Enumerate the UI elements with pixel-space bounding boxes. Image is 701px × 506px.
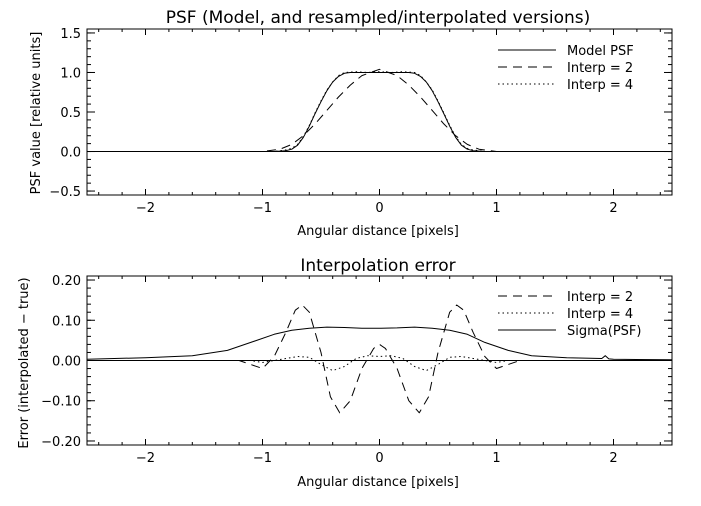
error-ytick-label: 0.00	[52, 355, 81, 370]
psf-ytick-label: −0.5	[49, 185, 81, 200]
error-ytick-label: −0.10	[41, 395, 81, 410]
error-x-axis-label: Angular distance [pixels]	[297, 475, 459, 490]
error-legend-label-1: Interp = 4	[567, 307, 633, 322]
psf-xtick-label: −1	[253, 201, 272, 216]
psf-series-line-1	[87, 68, 672, 152]
error-xtick-label: 1	[492, 451, 500, 466]
psf-y-axis-label: PSF value [relative units]	[29, 32, 44, 195]
error-xtick-label: −1	[253, 451, 272, 466]
error-ytick-label: 0.10	[52, 314, 81, 329]
error-chart-title: Interpolation error	[300, 256, 455, 276]
psf-legend-label-1: Interp = 2	[567, 61, 633, 76]
psf-xtick-label: 0	[375, 201, 383, 216]
psf-chart-title: PSF (Model, and resampled/interpolated v…	[166, 8, 591, 28]
psf-x-axis-label: Angular distance [pixels]	[297, 224, 459, 239]
psf-series-line-2	[87, 71, 672, 152]
psf-ytick-label: 0.0	[60, 146, 81, 161]
error-ytick-label: −0.20	[41, 435, 81, 450]
error-series-line-2	[86, 326, 673, 361]
error-xtick-label: 0	[375, 451, 383, 466]
psf-legend-label-0: Model PSF	[567, 44, 634, 59]
psf-xtick-label: −2	[136, 201, 155, 216]
error-y-axis-label: Error (interpolated − true)	[17, 277, 32, 448]
error-panel: Interpolation error Angular distance [pi…	[17, 256, 673, 490]
error-legend-label-2: Sigma(PSF)	[567, 324, 641, 339]
error-series-line-1	[87, 355, 672, 372]
psf-xtick-label: 2	[609, 201, 617, 216]
error-legend-label-0: Interp = 2	[567, 290, 633, 305]
psf-ytick-label: 1.5	[60, 27, 81, 42]
psf-panel: PSF (Model, and resampled/interpolated v…	[29, 8, 673, 239]
error-xtick-label: −2	[136, 451, 155, 466]
psf-ytick-label: 1.0	[60, 66, 81, 81]
error-series-line-0	[87, 304, 672, 414]
psf-ytick-label: 0.5	[60, 106, 81, 121]
error-ytick-label: 0.20	[52, 274, 81, 289]
psf-xtick-label: 1	[492, 201, 500, 216]
psf-legend-label-2: Interp = 4	[567, 78, 633, 93]
error-xtick-label: 2	[609, 451, 617, 466]
